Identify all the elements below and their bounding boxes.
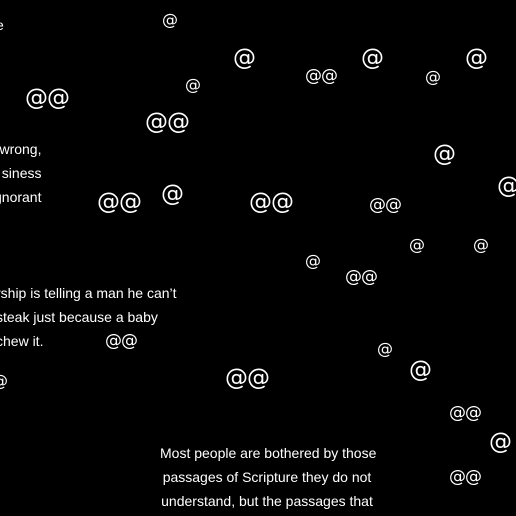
- at-symbol: @@: [305, 66, 338, 86]
- at-symbol: @: [162, 10, 178, 29]
- at-symbol: @: [409, 357, 432, 383]
- at-symbol: @: [305, 251, 321, 270]
- at-symbol: @: [161, 181, 184, 207]
- at-symbol: @: [425, 67, 441, 86]
- at-symbol: @@: [369, 195, 402, 215]
- quote-line: steak just because a baby: [0, 309, 158, 325]
- at-symbol: @: [489, 429, 512, 455]
- at-symbol: @: [409, 235, 425, 254]
- at-symbol: @: [497, 175, 516, 198]
- at-symbol: @@: [449, 467, 482, 487]
- quote-line: chew it.: [0, 333, 44, 349]
- at-symbol: @: [377, 339, 393, 358]
- quote-line: passages of Scripture they do not: [162, 469, 372, 485]
- at-symbol: @@: [25, 85, 70, 111]
- quote-line: siness: [1, 165, 42, 181]
- at-symbol: @: [361, 45, 384, 71]
- at-symbol: @@: [249, 189, 294, 215]
- at-symbol: @: [465, 45, 488, 71]
- at-symbol: @@: [345, 267, 378, 287]
- quote-text-bottom: Most people are bothered by those passag…: [160, 441, 377, 513]
- at-symbol: @: [433, 141, 456, 167]
- quote-text-upper-left: wrong, siness gnorant: [0, 137, 41, 209]
- at-symbol: @: [0, 373, 8, 389]
- at-symbol: @: [473, 235, 489, 254]
- at-symbol: @@: [449, 403, 482, 423]
- quote-line: Most people are bothered by those: [160, 445, 377, 461]
- quote-line: gnorant: [0, 189, 42, 205]
- at-symbol: @: [185, 75, 201, 94]
- quote-line: wrong,: [0, 141, 42, 157]
- quote-text-middle-left: rship is telling a man he can’t steak ju…: [0, 281, 177, 353]
- quote-line: understand, but the passages that: [161, 493, 373, 509]
- at-symbol: @@: [97, 189, 142, 215]
- at-symbol: @@: [145, 109, 190, 135]
- quote-text-top: e: [0, 13, 4, 37]
- at-symbol: @: [233, 45, 256, 71]
- quote-line: e: [0, 13, 4, 37]
- quote-line: rship is telling a man he can’t: [0, 285, 177, 301]
- at-symbol: @@: [225, 365, 270, 391]
- at-symbol: @@: [105, 331, 138, 351]
